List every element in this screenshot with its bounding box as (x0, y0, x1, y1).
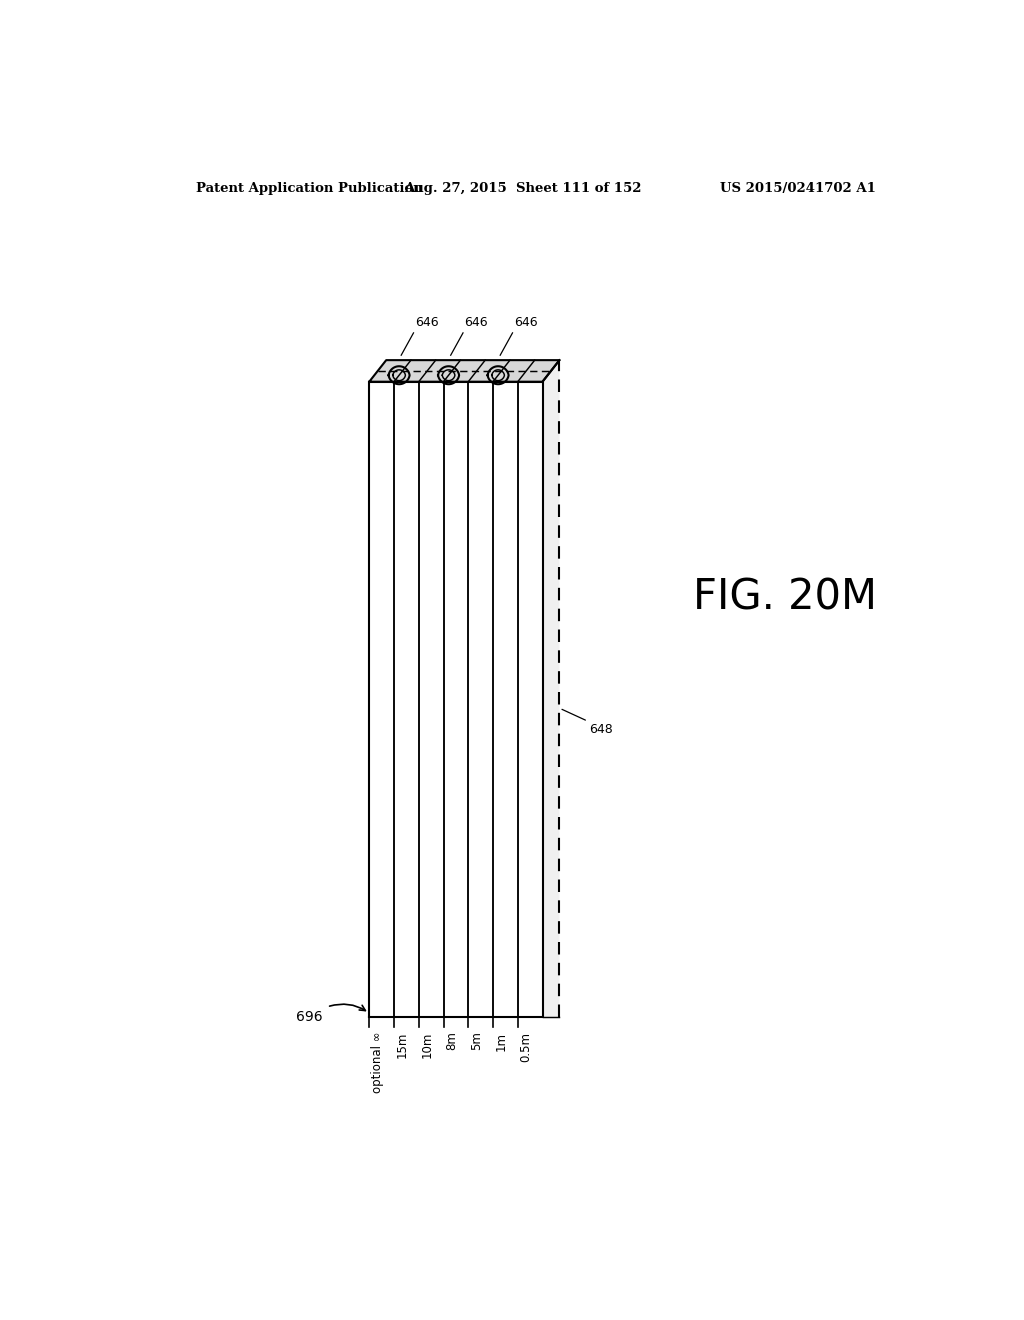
Polygon shape (370, 360, 559, 381)
Text: 646: 646 (415, 315, 438, 329)
Text: 5m: 5m (470, 1032, 482, 1051)
Text: FIG. 20M: FIG. 20M (692, 577, 877, 618)
Text: 10m: 10m (420, 1032, 433, 1057)
Text: 646: 646 (465, 315, 488, 329)
Text: 646: 646 (514, 315, 538, 329)
Polygon shape (543, 360, 559, 1016)
Text: Patent Application Publication: Patent Application Publication (196, 182, 423, 194)
Text: US 2015/0241702 A1: US 2015/0241702 A1 (720, 182, 876, 194)
Text: 696: 696 (296, 1010, 323, 1024)
Text: Aug. 27, 2015  Sheet 111 of 152: Aug. 27, 2015 Sheet 111 of 152 (403, 182, 641, 194)
Text: 15m: 15m (395, 1032, 409, 1057)
Text: optional ∞: optional ∞ (371, 1032, 384, 1093)
Text: 648: 648 (590, 723, 613, 735)
Text: 0.5m: 0.5m (519, 1032, 532, 1061)
Text: 1m: 1m (495, 1032, 508, 1051)
Text: 8m: 8m (445, 1032, 458, 1051)
